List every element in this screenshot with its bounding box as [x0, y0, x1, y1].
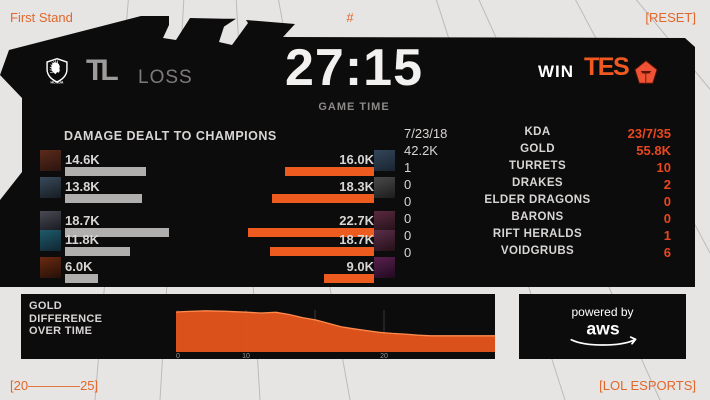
- svg-text:0: 0: [176, 353, 180, 359]
- svg-text:10: 10: [242, 353, 250, 359]
- svg-text:20: 20: [380, 353, 388, 359]
- svg-text:aws: aws: [586, 318, 619, 338]
- svg-text:HONDA: HONDA: [51, 81, 64, 84]
